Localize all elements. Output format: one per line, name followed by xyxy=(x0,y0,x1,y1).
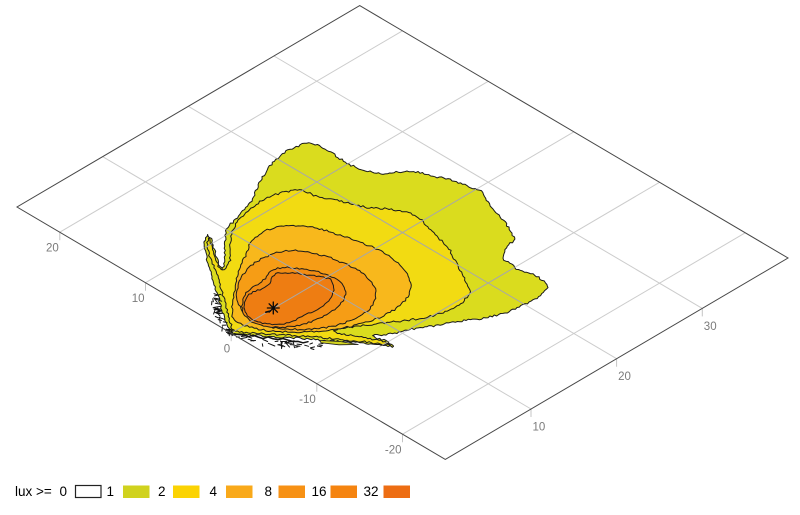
svg-text:20: 20 xyxy=(618,371,631,383)
svg-text:lux >=: lux >= xyxy=(15,484,52,499)
svg-text:0: 0 xyxy=(59,484,67,499)
svg-text:30: 30 xyxy=(704,321,717,333)
svg-text:10: 10 xyxy=(132,293,145,305)
svg-text:1: 1 xyxy=(106,484,114,499)
svg-text:2: 2 xyxy=(158,484,166,499)
svg-text:4: 4 xyxy=(209,484,217,499)
svg-text:-20: -20 xyxy=(385,445,402,457)
svg-text:16: 16 xyxy=(311,484,326,499)
svg-text:32: 32 xyxy=(363,484,378,499)
svg-text:-10: -10 xyxy=(299,394,316,406)
svg-text:0: 0 xyxy=(224,344,230,356)
svg-text:20: 20 xyxy=(46,243,59,255)
svg-text:8: 8 xyxy=(264,484,272,499)
svg-text:10: 10 xyxy=(533,422,546,434)
